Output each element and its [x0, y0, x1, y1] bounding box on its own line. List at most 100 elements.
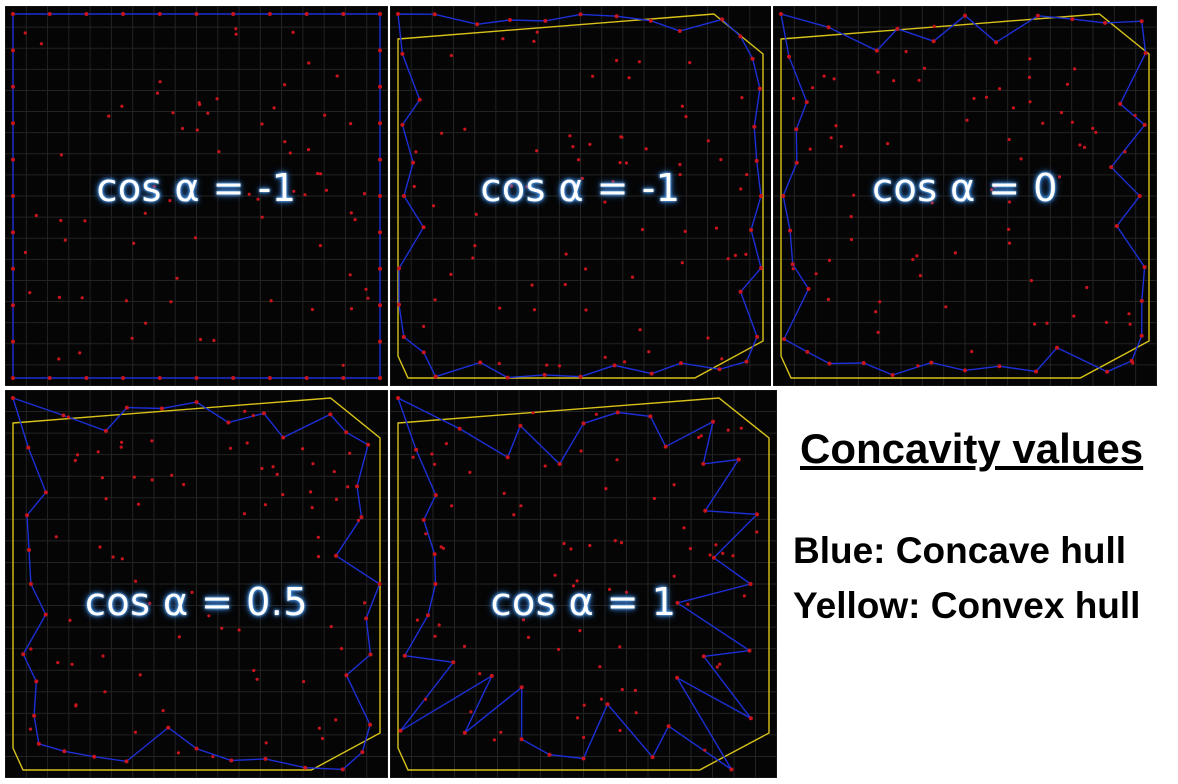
hull-vertex — [1142, 265, 1147, 270]
hull-vertex — [806, 286, 811, 291]
hull-vertex — [457, 426, 462, 431]
data-point — [599, 697, 603, 701]
data-point — [437, 623, 441, 627]
data-point — [740, 96, 744, 100]
data-point — [886, 142, 890, 146]
data-point — [310, 506, 314, 510]
data-point — [984, 95, 989, 99]
data-point — [562, 541, 566, 546]
data-point — [158, 80, 162, 84]
data-point — [98, 545, 102, 549]
data-point — [611, 180, 615, 184]
data-point — [745, 173, 749, 177]
data-point — [1072, 314, 1076, 318]
hull-vertex — [433, 493, 438, 498]
data-point — [341, 363, 345, 367]
data-point — [182, 482, 186, 487]
hull-vertex — [578, 12, 583, 17]
panel-label: cos α = 0.5 — [85, 580, 308, 624]
data-point — [193, 236, 198, 240]
hull-vertex — [1034, 369, 1038, 374]
data-point — [59, 153, 64, 157]
data-point — [849, 237, 854, 242]
data-point — [320, 736, 325, 741]
data-point — [1070, 120, 1074, 124]
hull-vertex — [417, 97, 422, 102]
data-point — [739, 426, 743, 430]
data-point — [70, 662, 74, 666]
data-point — [316, 171, 320, 176]
hull-vertex — [757, 86, 762, 91]
data-point — [245, 441, 249, 445]
data-point — [608, 587, 612, 591]
data-point — [78, 351, 82, 355]
data-point — [281, 493, 285, 497]
hull-vertex — [366, 442, 371, 447]
data-point — [211, 755, 215, 759]
data-point — [563, 282, 567, 287]
hull-vertex — [736, 457, 741, 462]
data-point — [497, 361, 501, 366]
data-point — [876, 70, 880, 74]
point-cloud-plot — [390, 6, 771, 386]
data-point — [207, 614, 211, 618]
hull-vertex — [433, 582, 438, 586]
hull-vertex — [794, 160, 799, 165]
hull-vertex — [649, 371, 654, 376]
data-point — [190, 590, 194, 594]
hull-vertex — [505, 455, 510, 460]
hull-vertex — [542, 372, 547, 377]
hull-vertex — [303, 765, 308, 770]
hull-vertex — [397, 302, 401, 307]
hull-vertex — [650, 755, 655, 760]
data-point — [708, 553, 712, 557]
data-point — [594, 412, 598, 416]
data-point — [334, 718, 338, 722]
data-point — [264, 741, 268, 745]
data-point — [309, 490, 313, 494]
data-point — [301, 447, 305, 451]
data-point — [206, 111, 210, 115]
data-point — [252, 668, 256, 673]
data-point — [678, 173, 682, 177]
hull-vertex — [895, 26, 900, 31]
data-point — [733, 253, 737, 257]
hull-vertex — [11, 396, 15, 400]
hull-vertex — [826, 25, 831, 30]
hull-vertex — [581, 756, 586, 761]
data-point — [1057, 175, 1062, 179]
data-point — [603, 200, 607, 204]
data-point — [198, 103, 202, 107]
data-point — [1007, 227, 1011, 231]
hull-vertex — [378, 194, 382, 198]
data-point — [430, 452, 434, 456]
data-point — [68, 618, 72, 622]
hull-vertex — [11, 339, 15, 344]
hull-vertex — [711, 419, 715, 424]
hull-vertex — [11, 157, 15, 162]
hull-vertex — [414, 447, 419, 452]
hull-vertex — [267, 376, 272, 380]
data-point — [580, 176, 584, 180]
data-point — [462, 644, 467, 648]
data-point — [683, 229, 687, 233]
data-point — [791, 267, 795, 271]
hull-vertex — [397, 266, 401, 271]
data-point — [618, 161, 622, 165]
data-point — [620, 687, 624, 692]
data-point — [688, 547, 692, 551]
hull-vertex — [21, 652, 26, 657]
hull-vertex — [1143, 51, 1148, 56]
hull-vertex — [226, 420, 231, 425]
data-point — [553, 573, 557, 577]
hull-vertex — [1139, 333, 1144, 338]
hull-vertex — [34, 679, 39, 684]
data-point — [688, 61, 692, 65]
data-point — [433, 462, 437, 466]
hull-vertex — [929, 360, 934, 365]
panel-cos-0-5: cos α = 0.5 — [5, 390, 388, 778]
data-point — [603, 355, 607, 359]
hull-vertex — [788, 228, 793, 233]
data-point — [433, 298, 437, 302]
data-point — [576, 158, 581, 162]
